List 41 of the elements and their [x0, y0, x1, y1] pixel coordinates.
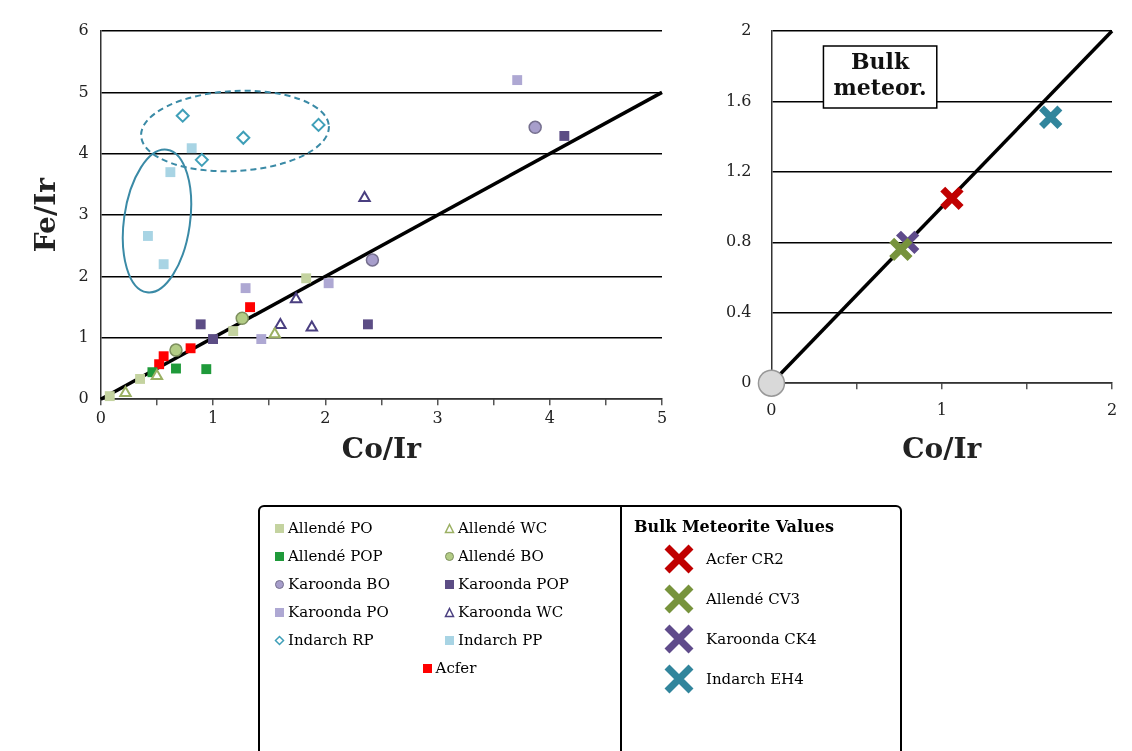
y-tick-label: 2 — [741, 20, 752, 40]
legend-label: Indarch PP — [458, 631, 543, 649]
x-tick-label: 2 — [320, 407, 331, 427]
legend-label: Allendé BO — [458, 547, 544, 565]
legend-label: Acfer — [435, 659, 477, 677]
x-axis-title: Co/Ir — [902, 432, 983, 466]
x-axis-title: Co/Ir — [341, 432, 423, 466]
legend-label: Indarch EH4 — [706, 670, 804, 688]
legend-label: Allendé PO — [288, 519, 373, 537]
y-tick-label: 2 — [78, 265, 89, 285]
annotation: Bulk meteor. — [833, 47, 927, 100]
legend-label: Karoonda POP — [458, 575, 569, 593]
x-tick-label: 5 — [656, 407, 668, 427]
y-tick-label: 3 — [78, 204, 89, 224]
x-tick-label: 2 — [1106, 399, 1118, 419]
y-tick-label: 6 — [78, 20, 89, 40]
legend-label: Allendé WC — [458, 519, 548, 537]
x-tick-label: 0 — [95, 407, 106, 427]
legend-title: Bulk Meteorite Values — [634, 517, 835, 536]
y-tick-label: 0 — [741, 372, 752, 392]
y-axis-title: Fe/Ir — [29, 176, 63, 253]
y-tick-label: 0.8 — [725, 231, 752, 251]
legend-label: Allendé CV3 — [706, 590, 801, 608]
y-tick-label: 1.6 — [725, 90, 752, 110]
x-tick-label: 1 — [936, 399, 947, 419]
y-tick-label: 1.2 — [725, 161, 752, 181]
x-tick-label: 4 — [544, 407, 555, 427]
y-tick-label: 1 — [78, 326, 89, 346]
legend-label: Karoonda CK4 — [706, 630, 817, 648]
legend-label: Karoonda BO — [288, 575, 390, 593]
legend-label: Acfer CR2 — [706, 550, 784, 568]
legend-label: Karoonda PO — [288, 603, 389, 621]
legend-label: Indarch RP — [288, 631, 374, 649]
y-tick-label: 5 — [78, 81, 89, 101]
x-tick-label: 1 — [207, 407, 219, 427]
legend-label: Karoonda WC — [458, 603, 564, 621]
x-tick-label: 3 — [432, 407, 443, 427]
y-tick-label: 4 — [78, 142, 89, 162]
legend-label: Allendé POP — [288, 547, 383, 565]
x-tick-label: 0 — [766, 399, 777, 419]
y-tick-label: 0.4 — [725, 301, 752, 321]
